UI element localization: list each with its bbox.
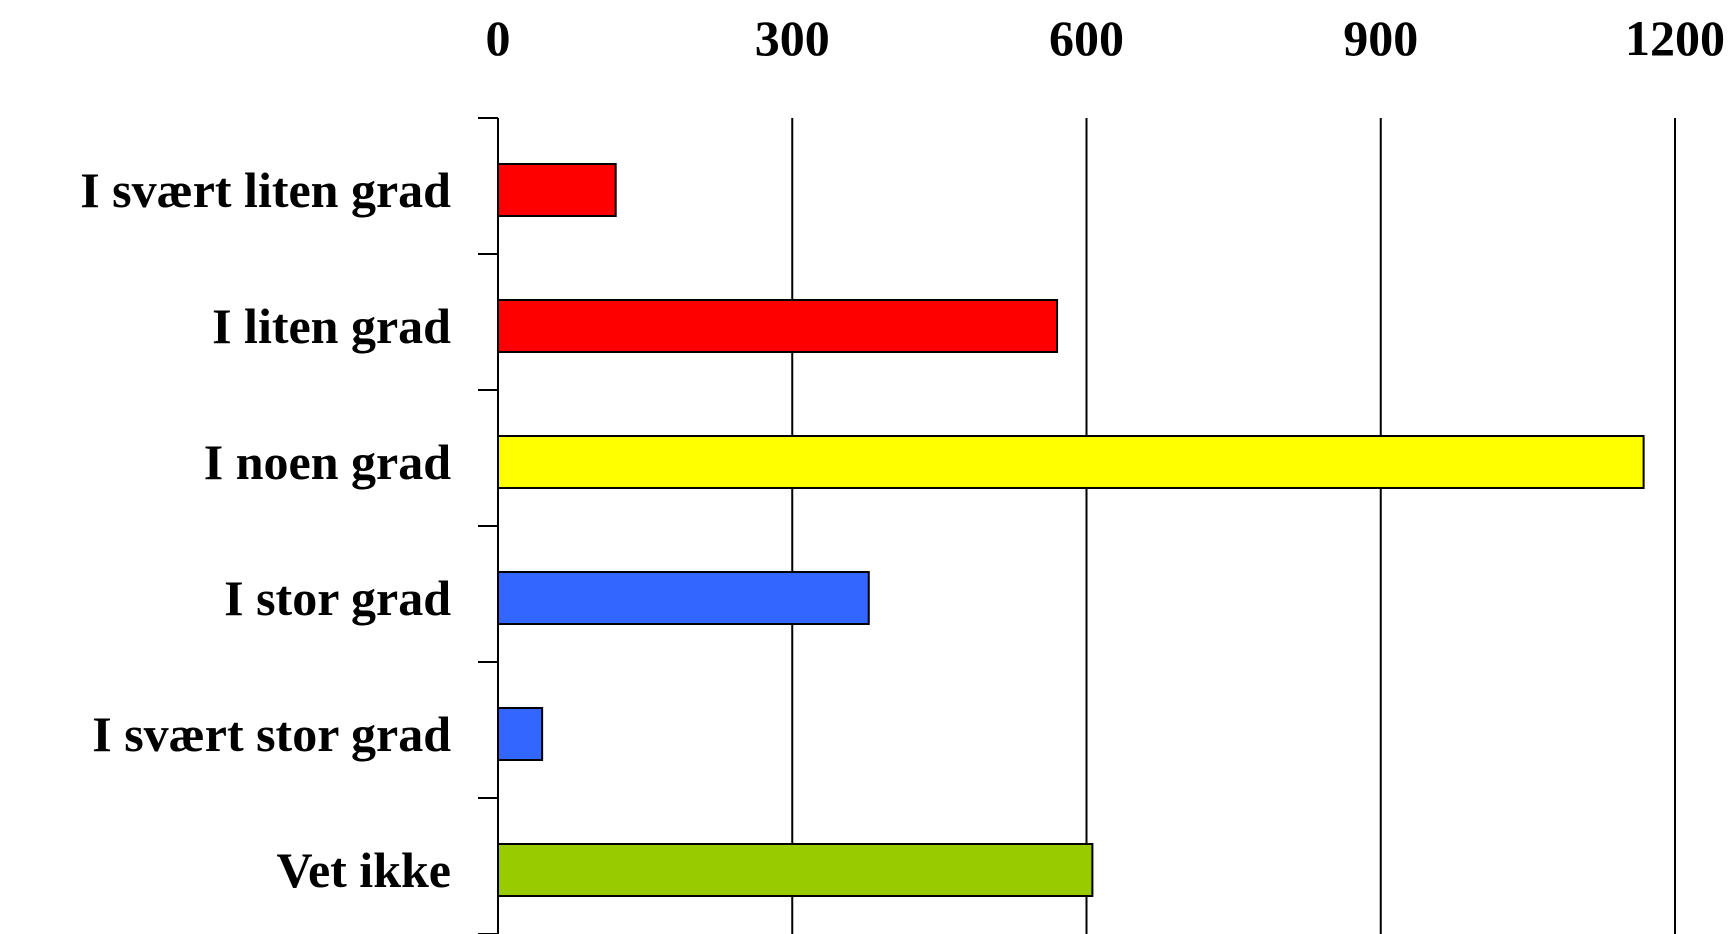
bar-6 bbox=[497, 843, 1094, 897]
gridlines bbox=[478, 117, 1676, 934]
bars bbox=[497, 163, 1645, 897]
x-tick-label: 300 bbox=[755, 10, 830, 66]
x-tick-label: 1200 bbox=[1625, 10, 1725, 66]
category-label: I svært liten grad bbox=[80, 162, 451, 218]
x-tick-label: 0 bbox=[486, 10, 511, 66]
bar-3 bbox=[497, 435, 1645, 489]
x-tick-label: 900 bbox=[1343, 10, 1418, 66]
bar-2 bbox=[497, 299, 1059, 353]
category-label: Vet ikke bbox=[276, 842, 451, 898]
bar-1 bbox=[497, 163, 617, 217]
bar-5 bbox=[497, 707, 544, 761]
x-axis-ticks: 0 300 600 900 1200 bbox=[486, 10, 1726, 66]
bar-4 bbox=[497, 571, 870, 625]
category-label: I liten grad bbox=[212, 298, 451, 354]
category-label: I svært stor grad bbox=[92, 706, 451, 762]
x-tick-label: 600 bbox=[1049, 10, 1124, 66]
category-label: I noen grad bbox=[204, 434, 451, 490]
category-label: I stor grad bbox=[224, 570, 451, 626]
y-axis-categories: I svært liten grad I liten grad I noen gra… bbox=[80, 162, 451, 898]
